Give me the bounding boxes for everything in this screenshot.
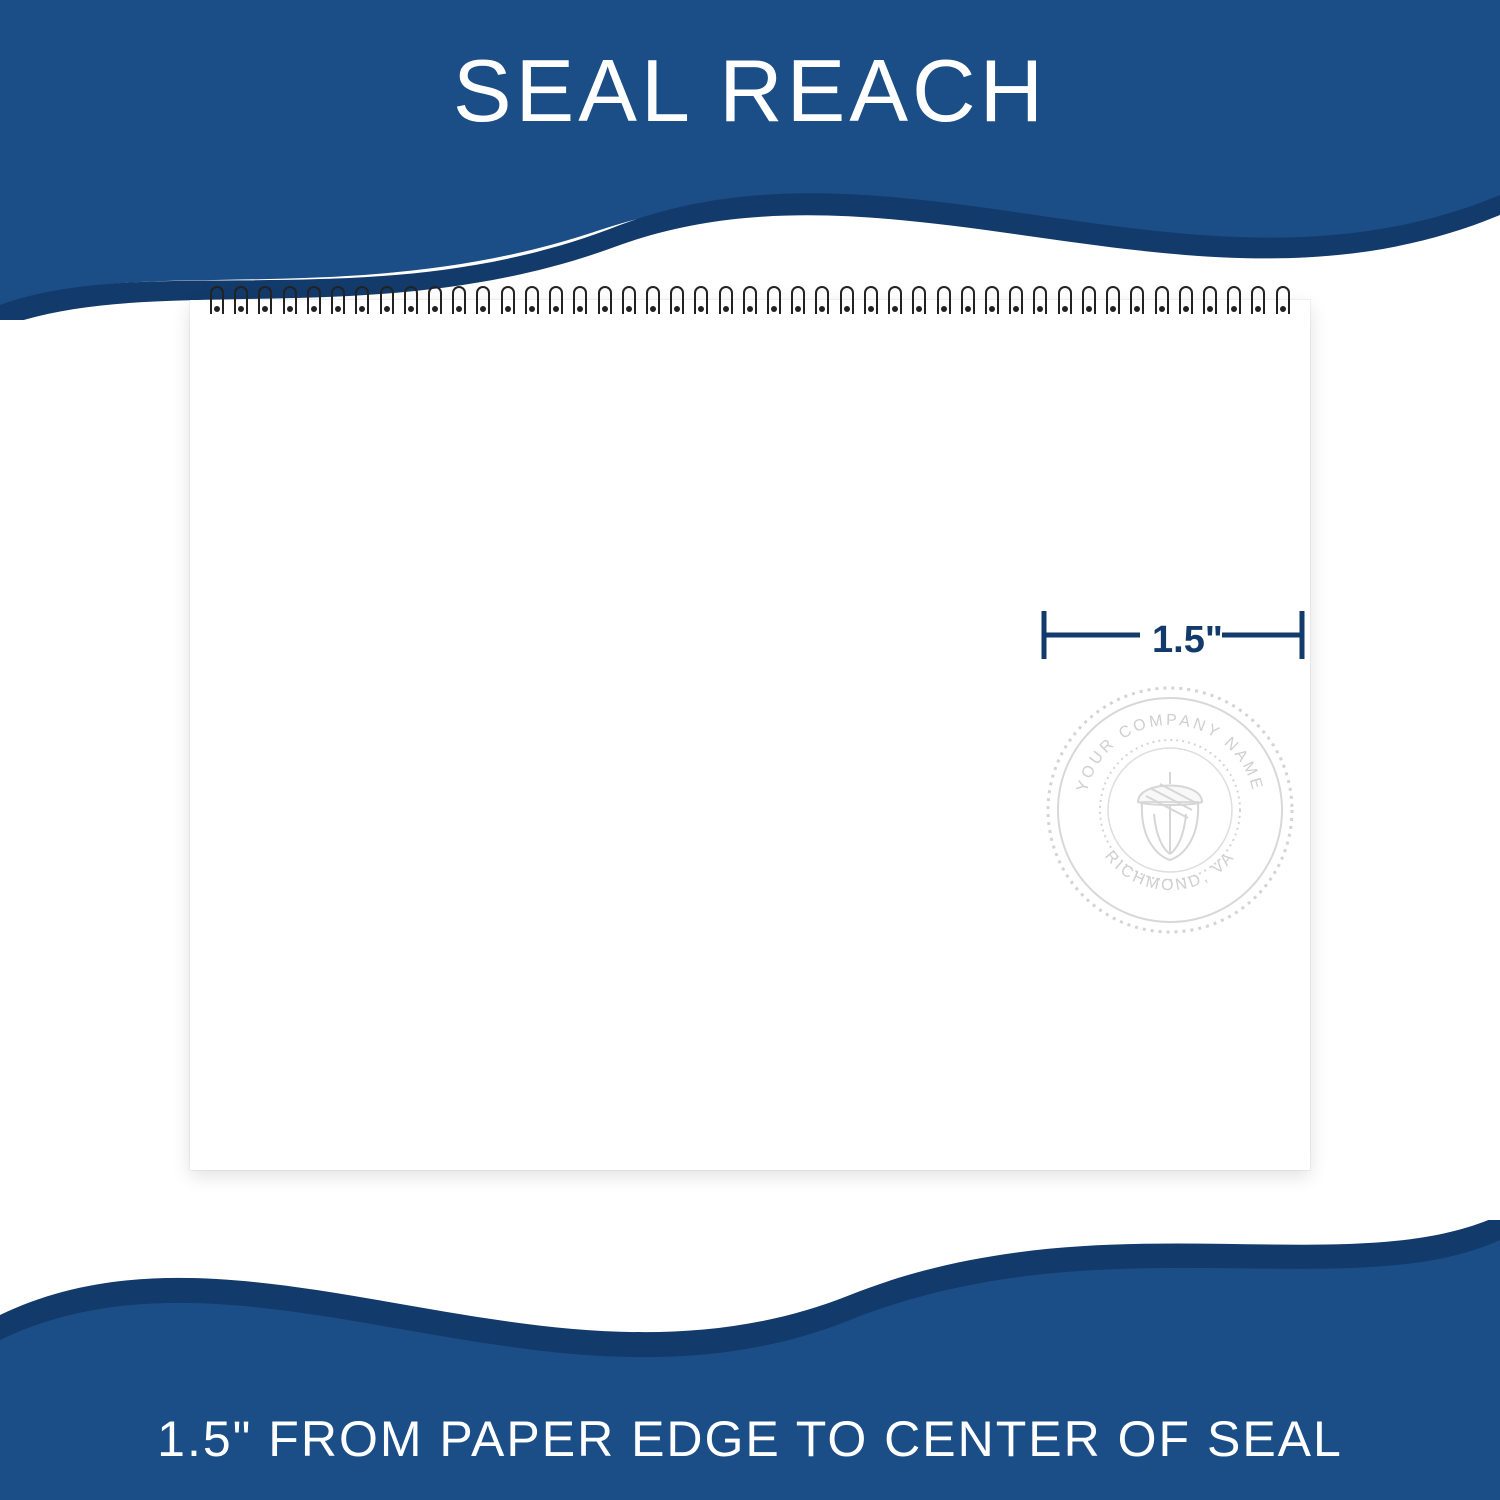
seal-bottom-text: RICHMOND, VA: [1101, 848, 1239, 894]
spiral-ring: [404, 286, 418, 314]
spiral-ring: [598, 286, 612, 314]
spiral-ring: [476, 286, 490, 314]
spiral-ring: [864, 286, 878, 314]
spiral-ring: [694, 286, 708, 314]
spiral-ring: [1058, 286, 1072, 314]
spiral-ring: [719, 286, 733, 314]
spiral-ring: [791, 286, 805, 314]
spiral-ring: [1106, 286, 1120, 314]
spiral-ring: [452, 286, 466, 314]
spiral-ring: [840, 286, 854, 314]
spiral-ring: [234, 286, 248, 314]
spiral-ring: [1082, 286, 1096, 314]
spiral-ring: [622, 286, 636, 314]
embossed-seal: YOUR COMPANY NAME RICHMOND, VA: [1040, 680, 1300, 940]
spiral-ring: [1276, 286, 1290, 314]
spiral-ring: [646, 286, 660, 314]
spiral-ring: [307, 286, 321, 314]
spiral-ring: [283, 286, 297, 314]
spiral-ring: [549, 286, 563, 314]
spiral-ring: [210, 286, 224, 314]
spiral-ring: [888, 286, 902, 314]
spiral-ring: [937, 286, 951, 314]
spiral-ring: [501, 286, 515, 314]
spiral-binding: [210, 286, 1290, 316]
spiral-ring: [1203, 286, 1217, 314]
spiral-ring: [767, 286, 781, 314]
spiral-ring: [1130, 286, 1144, 314]
page-title: SEAL REACH: [0, 40, 1500, 142]
measurement-label: 1.5": [1152, 619, 1223, 662]
spiral-ring: [525, 286, 539, 314]
spiral-ring: [573, 286, 587, 314]
spiral-ring: [1155, 286, 1169, 314]
spiral-ring: [1009, 286, 1023, 314]
spiral-ring: [961, 286, 975, 314]
spiral-ring: [743, 286, 757, 314]
spiral-ring: [1179, 286, 1193, 314]
spiral-ring: [331, 286, 345, 314]
spiral-ring: [1033, 286, 1047, 314]
spiral-ring: [670, 286, 684, 314]
spiral-ring: [380, 286, 394, 314]
spiral-ring: [912, 286, 926, 314]
measurement-indicator: 1.5": [1040, 605, 1320, 665]
spiral-ring: [815, 286, 829, 314]
spiral-ring: [985, 286, 999, 314]
spiral-ring: [1227, 286, 1241, 314]
spiral-ring: [428, 286, 442, 314]
footer-caption: 1.5" FROM PAPER EDGE TO CENTER OF SEAL: [0, 1410, 1500, 1468]
spiral-ring: [355, 286, 369, 314]
spiral-ring: [258, 286, 272, 314]
spiral-ring: [1251, 286, 1265, 314]
